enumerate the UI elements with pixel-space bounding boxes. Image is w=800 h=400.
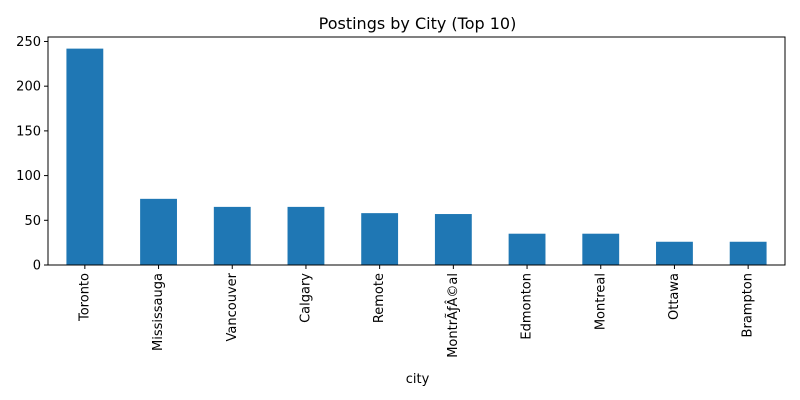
y-tick-label: 250 xyxy=(16,35,41,50)
x-tick-label: Mississauga xyxy=(151,273,166,351)
y-tick-label: 100 xyxy=(16,169,41,184)
x-tick-label: Vancouver xyxy=(225,272,240,341)
bar-5 xyxy=(434,214,472,265)
chart-title: Postings by City (Top 10) xyxy=(319,14,517,33)
x-tick-label: MontrÃƒÂ©al xyxy=(445,273,461,358)
bar-3 xyxy=(287,206,325,265)
bars xyxy=(66,48,767,265)
y-tick-label: 150 xyxy=(16,124,41,139)
x-tick-label: Remote xyxy=(372,273,387,323)
x-axis-ticks: Toronto Mississauga Vancouver Calgary Remote… xyxy=(77,265,756,358)
x-axis-label: city xyxy=(406,372,430,387)
bar-4 xyxy=(361,213,399,265)
x-tick-label: Brampton xyxy=(741,273,756,337)
x-tick-label: Toronto xyxy=(77,273,92,322)
bar-8 xyxy=(656,241,693,265)
bar-9 xyxy=(729,241,767,265)
bar-7 xyxy=(582,233,620,265)
bar-1 xyxy=(140,198,177,265)
bar-2 xyxy=(213,206,251,265)
y-axis-ticks: 0 50 100 150 200 250 xyxy=(16,35,48,274)
bar-6 xyxy=(508,233,546,265)
y-tick-label: 200 xyxy=(16,80,41,95)
x-tick-label: Edmonton xyxy=(520,273,535,340)
x-tick-label: Calgary xyxy=(298,273,313,323)
x-tick-label: Ottawa xyxy=(667,273,682,320)
bar-0 xyxy=(66,48,104,265)
y-tick-label: 0 xyxy=(33,259,41,274)
plot-frame xyxy=(47,36,786,266)
y-tick-label: 50 xyxy=(24,214,41,229)
x-tick-label: Montreal xyxy=(593,273,608,330)
